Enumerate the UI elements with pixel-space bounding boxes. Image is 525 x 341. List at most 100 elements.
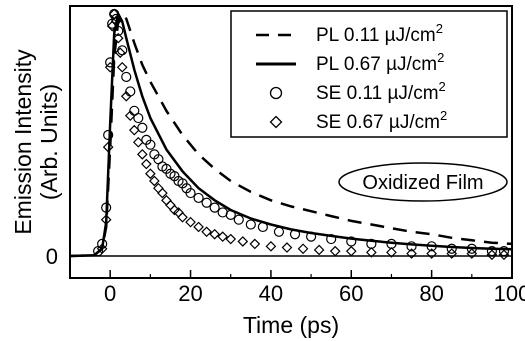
data-point bbox=[113, 25, 124, 37]
data-point bbox=[486, 249, 498, 261]
plot-frame bbox=[69, 5, 513, 279]
data-point bbox=[121, 71, 132, 83]
data-point bbox=[225, 209, 236, 220]
data-point bbox=[114, 47, 126, 59]
legend-label: PL 0.67 µJ/cm2 bbox=[316, 50, 444, 75]
data-point bbox=[386, 247, 397, 258]
legend: PL 0.11 µJ/cm2 PL 0.67 µJ/cm2 SE 0.11 µJ/c… bbox=[230, 10, 508, 138]
y-axis-units-group: (Arb. Units) bbox=[36, 84, 62, 200]
legend-entry: SE 0.67 µJ/cm2 bbox=[269, 108, 447, 133]
x-tick-label: 80 bbox=[419, 281, 443, 306]
data-point bbox=[289, 229, 301, 240]
data-point bbox=[124, 110, 136, 121]
data-point bbox=[265, 240, 277, 252]
legend-entry: SE 0.11 µJ/cm2 bbox=[269, 79, 446, 104]
legend-label: SE 0.67 µJ/cm2 bbox=[316, 108, 447, 133]
data-point bbox=[406, 248, 417, 259]
data-point bbox=[446, 243, 457, 254]
data-point bbox=[326, 233, 337, 245]
x-axis-ticks: 0 20 40 60 80 100 bbox=[69, 270, 525, 306]
data-point bbox=[101, 202, 112, 213]
x-tick-label: 60 bbox=[339, 281, 363, 306]
data-point bbox=[111, 13, 122, 24]
legend-entry: PL 0.67 µJ/cm2 bbox=[256, 50, 444, 75]
data-point bbox=[137, 122, 148, 133]
data-point bbox=[498, 246, 510, 257]
x-axis-label: Time (ps) bbox=[243, 312, 339, 338]
data-point bbox=[498, 249, 510, 261]
x-tick-label: 40 bbox=[259, 281, 283, 306]
data-point bbox=[185, 216, 196, 228]
series-3 bbox=[96, 8, 510, 261]
series-layer bbox=[69, 8, 513, 261]
data-point bbox=[165, 199, 176, 211]
data-point bbox=[257, 221, 268, 233]
data-point bbox=[345, 245, 357, 257]
data-point bbox=[193, 221, 204, 233]
data-point bbox=[426, 248, 437, 259]
y-axis-label-group: Emission Intensity bbox=[10, 49, 36, 235]
data-point bbox=[245, 219, 256, 230]
legend-label: SE 0.11 µJ/cm2 bbox=[316, 79, 446, 104]
data-point bbox=[133, 112, 144, 124]
data-point bbox=[100, 214, 112, 226]
data-point bbox=[249, 238, 261, 250]
legend-label: PL 0.11 µJ/cm2 bbox=[316, 21, 443, 46]
data-point bbox=[105, 57, 116, 68]
data-point bbox=[273, 226, 285, 237]
data-point bbox=[110, 15, 122, 27]
x-tick-label: 0 bbox=[104, 281, 116, 306]
data-point bbox=[446, 248, 458, 259]
data-point bbox=[96, 243, 108, 255]
data-point bbox=[209, 202, 220, 213]
annotation: Oxidized Film bbox=[338, 162, 508, 202]
data-point bbox=[201, 226, 212, 238]
data-point bbox=[97, 238, 108, 249]
legend-entry: PL 0.11 µJ/cm2 bbox=[256, 21, 443, 46]
data-point bbox=[486, 246, 498, 257]
data-point bbox=[132, 136, 144, 148]
data-point bbox=[225, 233, 237, 245]
data-point bbox=[233, 214, 244, 225]
data-point bbox=[466, 248, 478, 259]
data-point bbox=[116, 61, 128, 73]
data-point bbox=[185, 187, 196, 199]
data-point bbox=[297, 243, 309, 255]
annotation-text: Oxidized Film bbox=[362, 172, 483, 194]
data-point bbox=[406, 241, 417, 252]
data-point bbox=[237, 236, 249, 247]
data-point bbox=[145, 139, 156, 150]
data-point bbox=[104, 61, 116, 73]
data-point bbox=[305, 231, 317, 242]
annotation-ellipse bbox=[338, 162, 508, 202]
series-2 bbox=[93, 8, 510, 257]
data-point bbox=[426, 241, 437, 252]
data-point bbox=[140, 158, 152, 170]
data-point bbox=[209, 228, 221, 240]
legend-swatch bbox=[269, 115, 283, 129]
data-point bbox=[112, 32, 124, 44]
data-point bbox=[157, 187, 168, 199]
data-point bbox=[103, 129, 114, 141]
y-axis-units-label: (Arb. Units) bbox=[36, 84, 62, 200]
data-point bbox=[102, 141, 114, 153]
data-point bbox=[193, 192, 204, 204]
y-tick-label: 0 bbox=[46, 244, 58, 269]
data-point bbox=[329, 245, 341, 257]
data-point bbox=[177, 211, 188, 223]
data-point bbox=[313, 244, 325, 256]
data-point bbox=[149, 175, 160, 187]
data-point bbox=[136, 149, 148, 160]
legend-swatch bbox=[269, 86, 283, 100]
data-point bbox=[125, 86, 136, 97]
data-point bbox=[217, 231, 229, 242]
data-point bbox=[145, 168, 156, 180]
data-point bbox=[281, 242, 293, 253]
data-point bbox=[128, 124, 140, 136]
y-axis-label: Emission Intensity bbox=[10, 49, 36, 235]
data-point bbox=[466, 243, 477, 254]
data-point bbox=[201, 197, 212, 208]
data-point bbox=[120, 90, 132, 102]
x-tick-label: 20 bbox=[178, 281, 202, 306]
